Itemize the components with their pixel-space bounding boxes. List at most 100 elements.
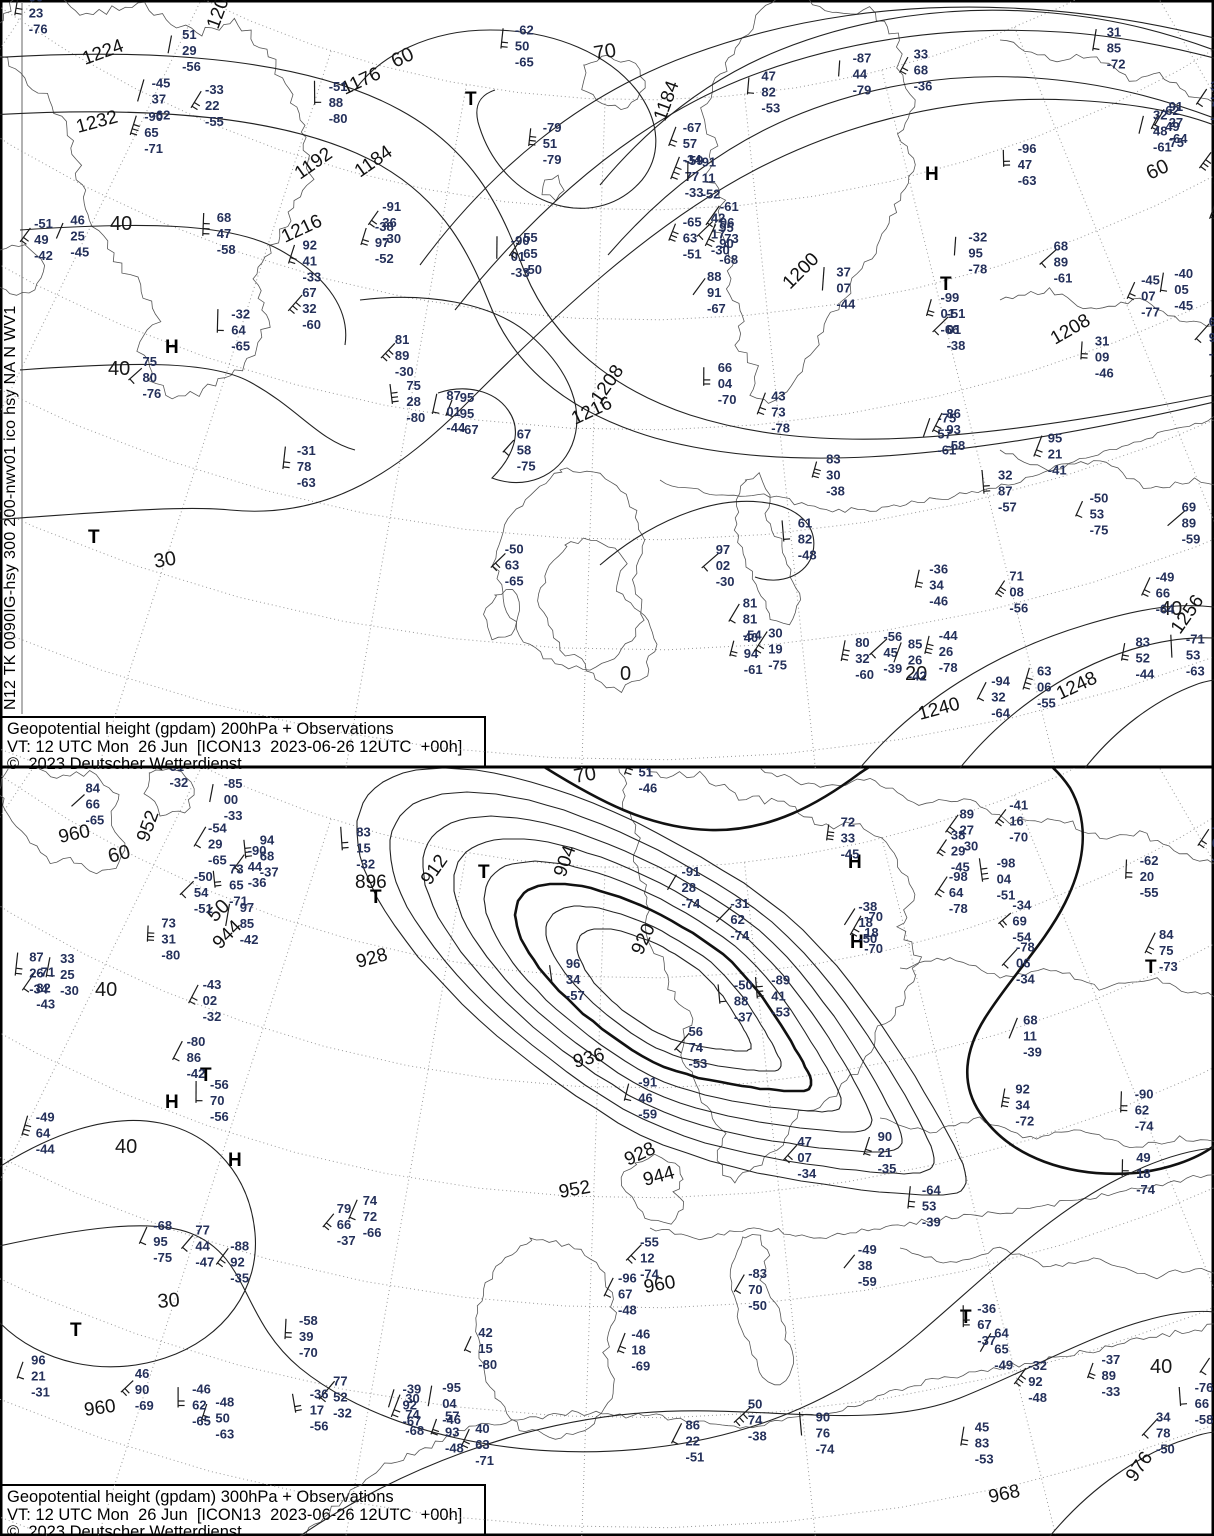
svg-text:1184: 1184 <box>351 141 397 182</box>
svg-text:-38: -38 <box>748 1429 767 1444</box>
svg-text:26: 26 <box>29 966 43 981</box>
svg-text:50: 50 <box>515 39 529 54</box>
svg-text:70: 70 <box>592 39 618 65</box>
svg-text:T: T <box>370 887 382 908</box>
svg-text:89: 89 <box>395 348 409 363</box>
svg-text:-80: -80 <box>478 1357 497 1372</box>
svg-text:-51: -51 <box>329 79 348 94</box>
svg-text:-83: -83 <box>748 1266 767 1281</box>
svg-text:39: 39 <box>299 1329 313 1344</box>
svg-text:32: 32 <box>998 468 1012 483</box>
svg-text:29: 29 <box>182 43 196 58</box>
svg-text:62: 62 <box>730 912 744 927</box>
svg-text:-65: -65 <box>86 812 105 827</box>
svg-text:62: 62 <box>1135 1103 1149 1118</box>
svg-text:T: T <box>1145 957 1157 978</box>
svg-text:72: 72 <box>363 1209 377 1224</box>
svg-text:-43: -43 <box>36 996 55 1011</box>
svg-text:-36: -36 <box>929 562 948 577</box>
svg-text:-74: -74 <box>730 928 750 943</box>
svg-text:21: 21 <box>31 1369 45 1384</box>
svg-text:32: 32 <box>302 301 316 316</box>
svg-text:-88: -88 <box>230 1239 249 1254</box>
svg-text:34: 34 <box>929 578 944 593</box>
svg-text:-32: -32 <box>170 775 189 790</box>
svg-text:-51: -51 <box>194 901 213 916</box>
svg-text:29: 29 <box>951 844 965 859</box>
svg-text:-32: -32 <box>333 1405 352 1420</box>
svg-text:-38: -38 <box>947 338 966 353</box>
svg-text:-71: -71 <box>229 894 248 909</box>
svg-text:75: 75 <box>143 354 157 369</box>
svg-text:T: T <box>70 1320 82 1341</box>
svg-text:20: 20 <box>1140 869 1154 884</box>
svg-text:21: 21 <box>1048 447 1062 462</box>
svg-text:49: 49 <box>1136 1150 1150 1165</box>
svg-text:904: 904 <box>550 842 581 879</box>
svg-text:15: 15 <box>356 840 370 855</box>
svg-text:-31: -31 <box>297 443 316 458</box>
svg-text:-63: -63 <box>1018 173 1037 188</box>
svg-text:69: 69 <box>1012 914 1026 929</box>
svg-text:83: 83 <box>1136 635 1150 650</box>
svg-text:11: 11 <box>702 171 716 186</box>
svg-text:-53: -53 <box>761 100 780 115</box>
svg-text:70: 70 <box>572 768 598 788</box>
svg-text:40: 40 <box>115 1136 137 1158</box>
svg-text:-63: -63 <box>1186 664 1205 679</box>
svg-text:-46: -46 <box>639 781 658 796</box>
svg-text:928: 928 <box>354 944 390 972</box>
svg-text:68: 68 <box>1209 314 1214 329</box>
svg-text:-50: -50 <box>858 931 877 946</box>
svg-text:-45: -45 <box>1174 298 1193 313</box>
svg-text:57: 57 <box>445 1408 459 1423</box>
svg-text:-56: -56 <box>310 1419 329 1434</box>
svg-text:928: 928 <box>621 1138 659 1170</box>
svg-text:85: 85 <box>240 916 254 931</box>
svg-text:22: 22 <box>205 98 219 113</box>
svg-text:-73: -73 <box>1159 959 1178 974</box>
svg-text:73: 73 <box>229 862 243 877</box>
svg-text:-58: -58 <box>1195 1412 1214 1427</box>
svg-text:77: 77 <box>333 1373 347 1388</box>
svg-text:95: 95 <box>153 1234 167 1249</box>
svg-text:1240: 1240 <box>916 694 962 725</box>
svg-text:07: 07 <box>797 1150 811 1165</box>
svg-text:81: 81 <box>743 596 757 611</box>
svg-text:47: 47 <box>217 226 231 241</box>
svg-text:66: 66 <box>1195 1396 1209 1411</box>
svg-text:-32: -32 <box>203 1009 222 1024</box>
svg-text:-61: -61 <box>720 199 739 214</box>
svg-text:46: 46 <box>638 1091 652 1106</box>
svg-text:-51: -51 <box>34 216 53 231</box>
svg-text:-80: -80 <box>406 410 425 425</box>
svg-text:80: 80 <box>855 635 869 650</box>
svg-text:-59: -59 <box>1182 532 1201 547</box>
svg-text:79: 79 <box>337 1201 351 1216</box>
svg-text:92: 92 <box>303 238 317 253</box>
svg-text:-39: -39 <box>403 1381 422 1396</box>
svg-text:-60: -60 <box>302 317 321 332</box>
svg-text:-37: -37 <box>1102 1352 1121 1367</box>
svg-text:95: 95 <box>968 245 982 260</box>
svg-text:-57: -57 <box>566 988 585 1003</box>
svg-text:-33: -33 <box>205 82 224 97</box>
svg-text:-70: -70 <box>718 392 737 407</box>
svg-text:-45: -45 <box>152 75 171 90</box>
svg-text:-74: -74 <box>1136 1182 1156 1197</box>
svg-text:70: 70 <box>748 1282 762 1297</box>
svg-text:-53: -53 <box>771 1004 790 1019</box>
svg-text:-68: -68 <box>153 1218 172 1233</box>
svg-text:65: 65 <box>994 1342 1008 1357</box>
svg-text:80: 80 <box>143 370 157 385</box>
svg-text:-34: -34 <box>1016 972 1036 987</box>
svg-text:-48: -48 <box>1028 1390 1047 1405</box>
svg-text:-53: -53 <box>689 1056 708 1071</box>
svg-text:-56: -56 <box>1009 601 1028 616</box>
svg-text:06: 06 <box>1037 680 1051 695</box>
svg-text:-56: -56 <box>210 1077 229 1092</box>
svg-text:86: 86 <box>686 1417 700 1432</box>
svg-text:18: 18 <box>631 1343 645 1358</box>
svg-text:75: 75 <box>1159 943 1173 958</box>
svg-text:-65: -65 <box>683 215 702 230</box>
